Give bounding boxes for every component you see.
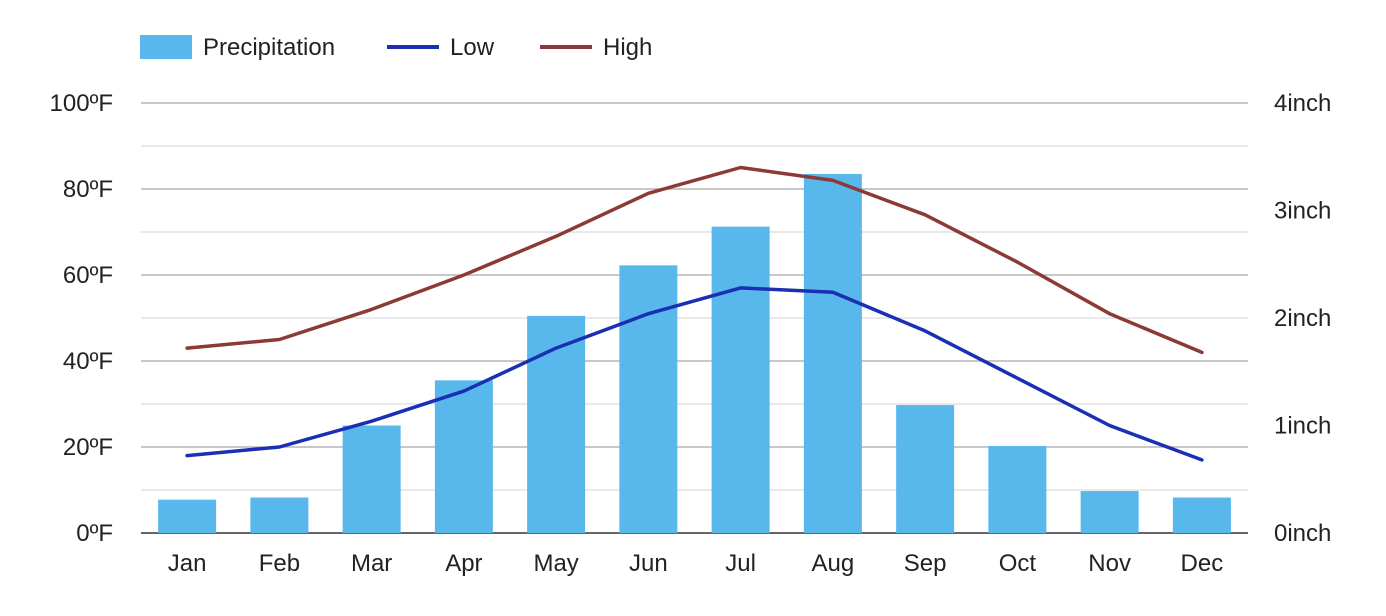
left-tick-label: 20ºF xyxy=(63,434,113,461)
right-tick-label: 3inch xyxy=(1274,198,1331,225)
precipitation-bar-nov xyxy=(1080,491,1139,533)
precipitation-bar-apr xyxy=(434,380,493,533)
precipitation-bars xyxy=(158,173,1231,533)
right-tick-label: 2inch xyxy=(1274,305,1331,332)
x-tick-label: Mar xyxy=(351,550,392,577)
precipitation-bar-jan xyxy=(158,499,217,533)
x-tick-label: Sep xyxy=(904,550,947,577)
precipitation-bar-mar xyxy=(342,425,401,533)
precipitation-bar-aug xyxy=(803,173,862,533)
left-tick-label: 100ºF xyxy=(50,90,113,117)
low-line xyxy=(185,286,1204,462)
x-tick-label: Apr xyxy=(445,550,482,577)
precipitation-bar-feb xyxy=(250,497,309,533)
x-tick-label: Dec xyxy=(1181,550,1224,577)
x-tick-label: Aug xyxy=(812,550,855,577)
x-tick-label: Jul xyxy=(725,550,756,577)
precipitation-bar-sep xyxy=(896,405,955,533)
legend-label-precipitation: Precipitation xyxy=(203,34,335,61)
precipitation-bar-dec xyxy=(1172,497,1231,533)
left-tick-label: 0ºF xyxy=(76,520,113,547)
left-tick-label: 60ºF xyxy=(63,262,113,289)
high-line xyxy=(185,165,1204,355)
right-tick-label: 1inch xyxy=(1274,413,1331,440)
x-tick-label: Feb xyxy=(259,550,300,577)
precipitation-bar-oct xyxy=(988,445,1047,533)
precipitation-bar-may xyxy=(527,315,586,533)
legend: Precipitation Low High xyxy=(140,34,652,61)
x-tick-label: Nov xyxy=(1088,550,1131,577)
legend-label-high: High xyxy=(603,34,652,61)
gridlines xyxy=(141,102,1248,534)
precipitation-bar-jul xyxy=(711,226,770,533)
x-tick-label: Jun xyxy=(629,550,668,577)
left-tick-label: 80ºF xyxy=(63,176,113,203)
x-axis-ticks: Jan Feb Mar Apr May Jun Jul Aug Sep Oct Nov Dec xyxy=(168,550,1223,577)
x-tick-label: Oct xyxy=(999,550,1037,577)
temperature-lines xyxy=(185,165,1204,462)
legend-label-low: Low xyxy=(450,34,495,61)
x-tick-label: May xyxy=(533,550,578,577)
right-tick-label: 0inch xyxy=(1274,520,1331,547)
legend-swatch-precipitation xyxy=(140,35,192,59)
x-tick-label: Jan xyxy=(168,550,207,577)
right-axis-ticks: 0inch 1inch 2inch 3inch 4inch xyxy=(1274,90,1331,547)
left-tick-label: 40ºF xyxy=(63,348,113,375)
right-tick-label: 4inch xyxy=(1274,90,1331,117)
precipitation-bar-jun xyxy=(619,265,678,533)
left-axis-ticks: 0ºF 20ºF 40ºF 60ºF 80ºF 100ºF xyxy=(50,90,113,547)
